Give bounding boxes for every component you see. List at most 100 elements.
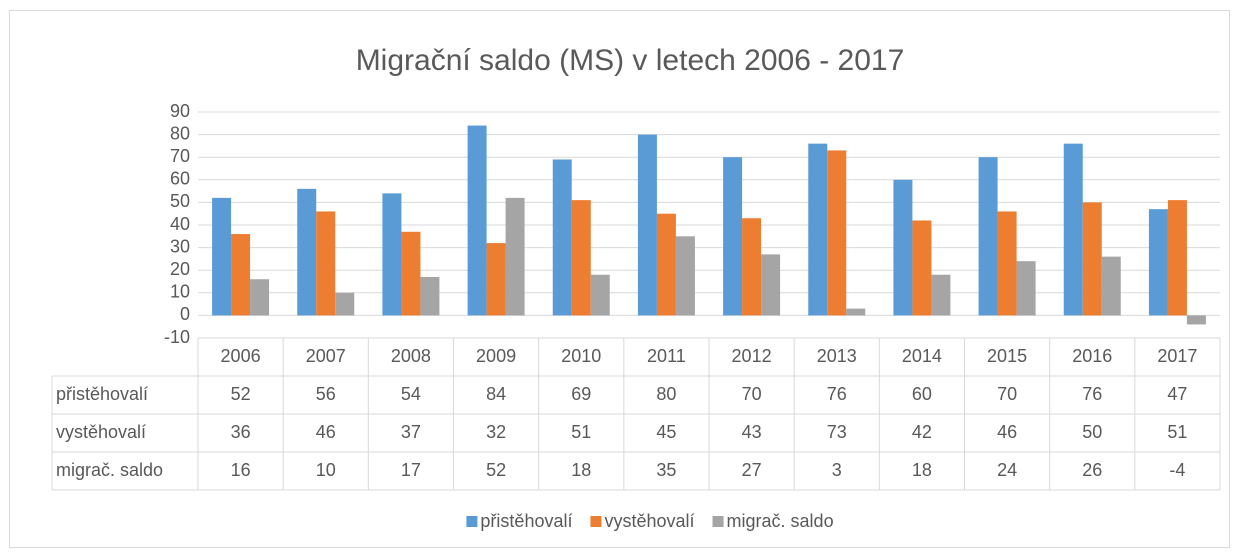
bar (467, 125, 487, 316)
table-value: 16 (231, 460, 251, 480)
table-value: 10 (316, 460, 336, 480)
x-tick-label: 2008 (391, 346, 431, 366)
y-tick-label: 0 (180, 304, 190, 324)
bar (250, 279, 270, 316)
bar (297, 188, 317, 316)
y-tick-label: 50 (170, 191, 190, 211)
legend-swatch (590, 516, 602, 527)
table-row-label: přistěhovalí (56, 384, 148, 404)
y-tick-label: 90 (170, 101, 190, 121)
bar (335, 292, 355, 316)
bar (827, 150, 847, 316)
x-tick-label: 2009 (476, 346, 516, 366)
table-value: 24 (997, 460, 1017, 480)
x-tick-label: 2017 (1157, 346, 1197, 366)
bar (571, 200, 591, 316)
table-value: 32 (486, 422, 506, 442)
bar (1082, 202, 1102, 316)
bar (505, 197, 525, 316)
table-value: 51 (1167, 422, 1187, 442)
y-tick-label: 30 (170, 236, 190, 256)
legend-label: vystěhovalí (604, 511, 694, 531)
table-value: 73 (827, 422, 847, 442)
y-tick-label: 60 (170, 169, 190, 189)
table-value: 54 (401, 384, 421, 404)
bar (420, 276, 440, 316)
table-value: 51 (571, 422, 591, 442)
bar (231, 234, 251, 316)
legend-label: migrač. saldo (727, 511, 834, 531)
table-value: 80 (656, 384, 676, 404)
chart-title: Migrační saldo (MS) v letech 2006 - 2017 (356, 44, 905, 77)
table-value: 70 (742, 384, 762, 404)
x-tick-label: 2007 (306, 346, 346, 366)
bar (1186, 315, 1206, 325)
bar (382, 193, 402, 316)
bar (912, 220, 932, 316)
y-tick-label: 70 (170, 146, 190, 166)
bar (1101, 256, 1121, 316)
bar (931, 274, 951, 316)
x-tick-label: 2013 (817, 346, 857, 366)
bar (675, 236, 695, 316)
legend-label: přistěhovalí (480, 511, 572, 531)
table-value: 42 (912, 422, 932, 442)
bar (1148, 209, 1168, 316)
x-tick-label: 2015 (987, 346, 1027, 366)
table-value: 3 (832, 460, 842, 480)
table-value: 46 (316, 422, 336, 442)
bar (1016, 261, 1036, 316)
bar (893, 179, 913, 316)
x-tick-label: 2010 (561, 346, 601, 366)
table-value: 84 (486, 384, 506, 404)
table-value: 27 (742, 460, 762, 480)
y-tick-label: 40 (170, 214, 190, 234)
table-value: 35 (656, 460, 676, 480)
bar (590, 274, 610, 316)
bar (846, 308, 866, 316)
x-tick-label: 2011 (647, 346, 686, 366)
bar (637, 134, 657, 316)
bar (1167, 200, 1187, 316)
table-value: 17 (401, 460, 421, 480)
bar (761, 254, 781, 316)
bar (978, 157, 998, 316)
table-value: 60 (912, 384, 932, 404)
table-value: 69 (571, 384, 591, 404)
x-tick-label: 2014 (902, 346, 942, 366)
table-value: 56 (316, 384, 336, 404)
table-value: 45 (656, 422, 676, 442)
legend-swatch (712, 516, 724, 527)
y-tick-label: -10 (164, 327, 190, 347)
bar (486, 243, 506, 316)
table-value: 26 (1082, 460, 1102, 480)
bar (723, 157, 743, 316)
table-value: 52 (231, 384, 251, 404)
legend-swatch (466, 516, 478, 527)
bar (997, 211, 1017, 316)
y-tick-label: 10 (170, 282, 190, 302)
y-tick-label: 80 (170, 123, 190, 143)
table-value: 76 (827, 384, 847, 404)
bar (808, 143, 828, 316)
x-tick-label: 2006 (221, 346, 261, 366)
table-value: 46 (997, 422, 1017, 442)
table-value: 37 (401, 422, 421, 442)
chart-border (9, 10, 1230, 548)
x-tick-label: 2012 (732, 346, 772, 366)
table-row-label: vystěhovalí (56, 422, 146, 442)
bar (1063, 143, 1083, 316)
y-tick-label: 20 (170, 259, 190, 279)
bar (316, 211, 336, 316)
bar (742, 218, 762, 316)
table-row-label: migrač. saldo (56, 460, 163, 480)
bar (552, 159, 572, 316)
bar (401, 231, 421, 316)
table-value: 18 (912, 460, 932, 480)
table-value: 50 (1082, 422, 1102, 442)
bar (212, 197, 232, 316)
bar (656, 213, 676, 316)
table-value: 43 (742, 422, 762, 442)
table-value: 76 (1082, 384, 1102, 404)
